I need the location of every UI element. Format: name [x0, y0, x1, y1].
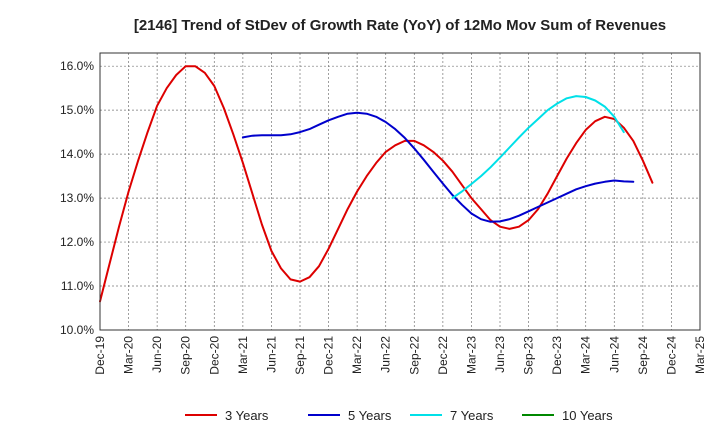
x-tick-label: Sep-24 — [636, 336, 650, 375]
legend-label: 10 Years — [562, 408, 613, 423]
x-tick-label: Dec-22 — [436, 336, 450, 375]
y-tick-label: 13.0% — [60, 191, 94, 205]
x-tick-label: Dec-23 — [550, 336, 564, 375]
series-lines — [99, 65, 654, 303]
legend-label: 5 Years — [348, 408, 392, 423]
legend-label: 3 Years — [225, 408, 269, 423]
series-line-5-years — [241, 111, 635, 223]
x-axis-ticks: Dec-19 Mar-20 Jun-20 Sep-20 Dec-20 Mar-21 Jun-… — [93, 336, 707, 375]
x-tick-label: Mar-22 — [350, 336, 364, 374]
y-tick-label: 14.0% — [60, 147, 94, 161]
grid — [99, 53, 701, 331]
x-tick-label: Sep-22 — [407, 336, 421, 375]
x-tick-label: Dec-21 — [322, 336, 336, 375]
y-tick-label: 10.0% — [60, 323, 94, 337]
x-tick-label: Jun-22 — [379, 336, 393, 373]
legend: 3 Years 5 Years 7 Years 10 Years — [185, 408, 613, 423]
x-tick-label: Sep-21 — [293, 336, 307, 375]
y-tick-label: 15.0% — [60, 103, 94, 117]
x-tick-label: Mar-20 — [122, 336, 136, 374]
x-tick-label: Jun-20 — [150, 336, 164, 373]
y-tick-label: 11.0% — [61, 279, 94, 293]
x-tick-label: Mar-24 — [579, 336, 593, 374]
series-line-7-years — [451, 95, 625, 200]
x-tick-label: Jun-24 — [607, 336, 621, 373]
x-tick-label: Sep-20 — [179, 336, 193, 375]
x-tick-label: Mar-23 — [464, 336, 478, 374]
y-axis-ticks: 10.0% 11.0% 12.0% 13.0% 14.0% 15.0% 16.0% — [60, 59, 94, 337]
legend-label: 7 Years — [450, 408, 494, 423]
x-tick-label: Dec-20 — [207, 336, 221, 375]
x-tick-label: Jun-21 — [264, 336, 278, 373]
x-tick-label: Mar-21 — [236, 336, 250, 374]
y-tick-label: 12.0% — [60, 235, 94, 249]
series-line-3-years — [99, 65, 654, 303]
chart-title: [2146] Trend of StDev of Growth Rate (Yo… — [134, 17, 666, 34]
x-tick-label: Mar-25 — [693, 336, 707, 374]
x-tick-label: Sep-23 — [522, 336, 536, 375]
x-tick-label: Dec-19 — [93, 336, 107, 375]
plot-frame — [99, 52, 701, 331]
x-tick-label: Jun-23 — [493, 336, 507, 373]
y-tick-label: 16.0% — [60, 59, 94, 73]
x-tick-label: Dec-24 — [664, 336, 678, 375]
